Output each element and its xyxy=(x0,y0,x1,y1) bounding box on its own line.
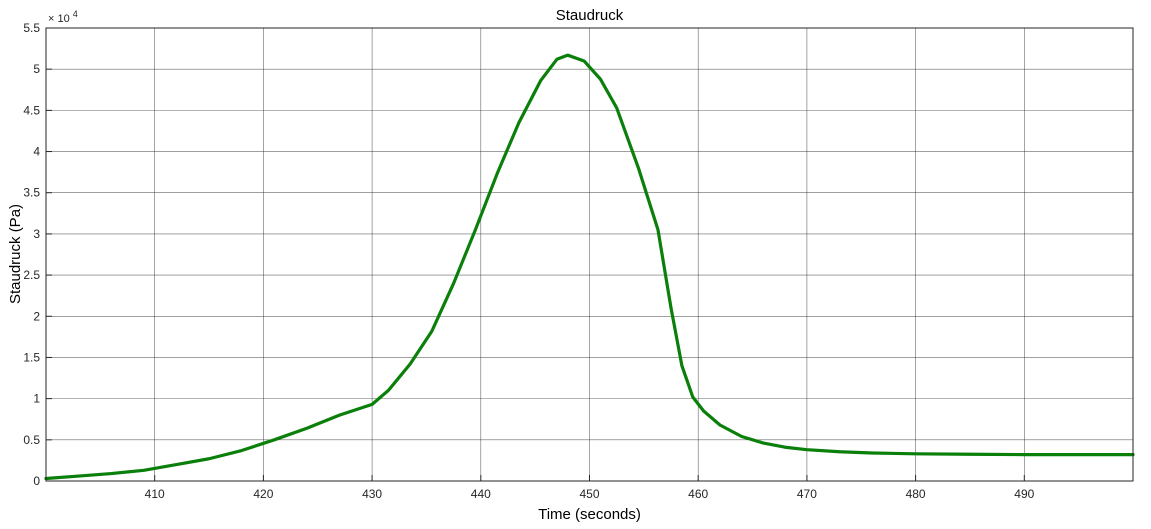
y-tick-label: 0 xyxy=(33,474,40,488)
x-tick-label: 480 xyxy=(906,487,926,501)
x-tick-label: 460 xyxy=(688,487,708,501)
x-tick-label: 470 xyxy=(797,487,817,501)
y-ticks: 0 0.5 1 1.5 2 2.5 3 3.5 4 4.5 5 5.5 xyxy=(23,21,52,488)
y-tick-label: 2.5 xyxy=(23,268,40,282)
y-tick-label: 4.5 xyxy=(23,103,40,117)
y-axis-label: Staudruck (Pa) xyxy=(7,204,24,304)
plot-frame xyxy=(45,27,1134,482)
x-ticks: 410 420 430 440 450 460 470 480 490 xyxy=(145,475,1035,501)
y-tick-label: 5.5 xyxy=(23,21,40,35)
x-tick-label: 430 xyxy=(362,487,382,501)
y-multiplier-exponent: 4 xyxy=(73,9,78,19)
y-tick-label: 2 xyxy=(33,309,40,323)
chart-title: Staudruck xyxy=(556,7,624,24)
x-tick-label: 490 xyxy=(1014,487,1034,501)
y-tick-label: 3 xyxy=(33,227,40,241)
y-tick-label: 1.5 xyxy=(23,350,40,364)
x-tick-label: 450 xyxy=(579,487,599,501)
x-axis-label: Time (seconds) xyxy=(538,506,641,523)
series-line xyxy=(44,53,1135,481)
y-multiplier-label: × 10 4 xyxy=(48,9,78,25)
y-tick-label: 1 xyxy=(33,392,40,406)
y-tick-label: 0.5 xyxy=(23,433,40,447)
y-tick-label: 3.5 xyxy=(23,186,40,200)
y-multiplier-base: × 10 xyxy=(48,13,70,25)
x-tick-label: 440 xyxy=(471,487,491,501)
y-tick-label: 5 xyxy=(33,62,40,76)
y-tick-label: 4 xyxy=(33,145,40,159)
series-group xyxy=(44,53,1135,481)
x-tick-label: 410 xyxy=(145,487,165,501)
x-tick-label: 420 xyxy=(253,487,273,501)
